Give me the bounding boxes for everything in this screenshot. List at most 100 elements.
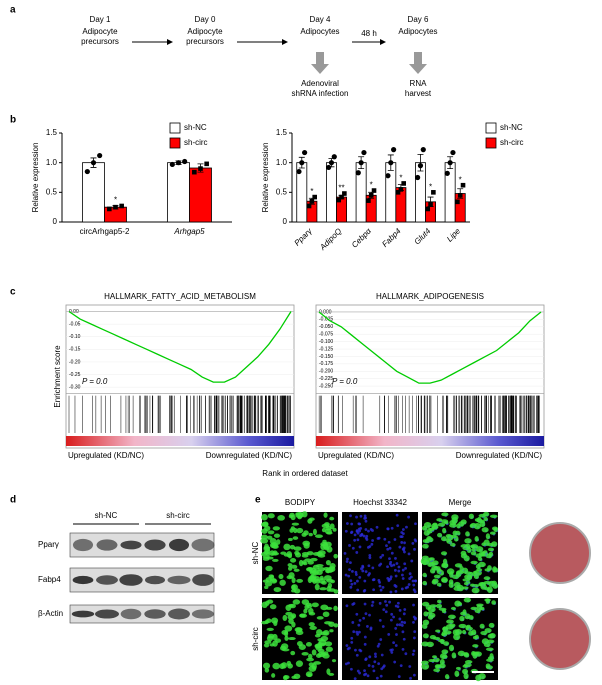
- lipid-droplet: [315, 564, 324, 568]
- data-point: [326, 164, 332, 171]
- blot-band: [144, 575, 166, 585]
- lipid-droplet: [451, 652, 457, 659]
- lipid-droplet: [292, 536, 299, 540]
- enrichment-curve: [68, 310, 292, 383]
- lipid-droplet: [286, 575, 293, 580]
- y-tick-label: -0.05: [69, 321, 81, 327]
- lipid-droplet: [266, 535, 273, 540]
- lipid-droplet: [458, 623, 467, 629]
- nucleus: [355, 653, 359, 657]
- lipid-droplet: [281, 662, 288, 669]
- lipid-droplet: [463, 672, 469, 680]
- lipid-droplet: [489, 653, 494, 660]
- nucleus: [377, 642, 381, 646]
- nucleus: [385, 544, 388, 548]
- nucleus: [408, 665, 412, 668]
- nucleus: [389, 590, 393, 594]
- lipid-droplet: [326, 585, 332, 592]
- nucleus: [350, 667, 353, 671]
- lipid-droplet: [333, 553, 338, 559]
- nucleus: [412, 636, 416, 640]
- data-point: [420, 147, 426, 153]
- nucleus: [380, 667, 384, 671]
- lipid-droplet: [421, 623, 428, 629]
- lipid-droplet: [317, 567, 326, 572]
- lipid-droplet: [485, 533, 490, 540]
- lipid-droplet: [291, 522, 300, 526]
- lipid-droplet: [462, 586, 469, 590]
- blot-band: [71, 610, 95, 618]
- lipid-droplet: [329, 516, 335, 521]
- nucleus: [377, 579, 381, 582]
- y-tick-label: 0.000: [319, 309, 332, 315]
- lipid-droplet: [491, 600, 496, 605]
- nucleus: [367, 564, 371, 568]
- nucleus: [368, 655, 372, 659]
- lipid-droplet: [436, 603, 443, 609]
- nucleus: [394, 644, 398, 647]
- nucleus: [382, 608, 386, 612]
- nucleus: [382, 664, 386, 668]
- nucleus: [343, 551, 347, 555]
- nucleus: [404, 566, 407, 570]
- significance: *: [310, 187, 313, 196]
- lipid-droplet: [423, 611, 429, 617]
- data-point: [204, 161, 209, 167]
- nucleus: [414, 522, 417, 526]
- lipid-droplet: [426, 641, 434, 648]
- nucleus: [398, 623, 402, 627]
- lipid-droplet: [302, 540, 311, 547]
- lipid-droplet: [479, 623, 485, 629]
- data-point: [192, 169, 197, 175]
- lipid-droplet: [316, 629, 323, 636]
- stained-dish: [529, 522, 591, 584]
- nucleus: [350, 640, 354, 644]
- nucleus: [403, 621, 407, 624]
- lipid-droplet: [475, 674, 482, 682]
- lipid-droplet: [478, 582, 487, 587]
- nucleus: [411, 652, 415, 656]
- lipid-droplet: [291, 589, 297, 593]
- y-tick-label: 1.5: [46, 128, 58, 137]
- lipid-droplet: [284, 625, 293, 632]
- lipid-droplet: [293, 568, 300, 572]
- nucleus: [402, 637, 406, 641]
- nucleus: [397, 569, 401, 573]
- down-label: Downregulated (KD/NC): [206, 451, 293, 460]
- nucleus: [349, 579, 353, 583]
- nucleus: [368, 613, 371, 617]
- x-tick-label: Arhgap5: [173, 227, 205, 236]
- lipid-droplet: [464, 660, 473, 664]
- channel-label: Merge: [449, 498, 472, 507]
- lipid-droplet: [284, 635, 289, 641]
- nucleus: [358, 671, 362, 675]
- lipid-droplet: [267, 530, 275, 535]
- nucleus: [381, 585, 385, 589]
- nucleus: [355, 551, 359, 554]
- lipid-droplet: [462, 668, 469, 675]
- lipid-droplet: [324, 621, 332, 625]
- lipid-droplet: [465, 531, 470, 537]
- lipid-droplet: [263, 643, 270, 648]
- bar: [415, 162, 426, 223]
- y-axis-label: Relative expression: [261, 143, 270, 213]
- lipid-droplet: [491, 541, 498, 548]
- lipid-droplet: [429, 527, 435, 532]
- blot-band: [120, 540, 142, 550]
- y-tick-label: -0.075: [319, 332, 333, 338]
- y-tick-label: -0.025: [319, 317, 333, 323]
- lipid-droplet: [291, 564, 298, 569]
- lipid-droplet: [324, 641, 333, 647]
- lipid-droplet: [319, 642, 326, 647]
- lipid-droplet: [268, 574, 275, 579]
- nucleus: [394, 627, 398, 630]
- nucleus: [401, 528, 405, 531]
- lipid-droplet: [295, 627, 303, 633]
- nucleus: [389, 648, 393, 652]
- lipid-droplet: [269, 538, 277, 545]
- lipid-droplet: [488, 551, 494, 557]
- lipid-droplet: [441, 649, 449, 655]
- lipid-droplet: [293, 588, 301, 594]
- lipid-droplet: [448, 644, 455, 652]
- nucleus: [363, 642, 367, 646]
